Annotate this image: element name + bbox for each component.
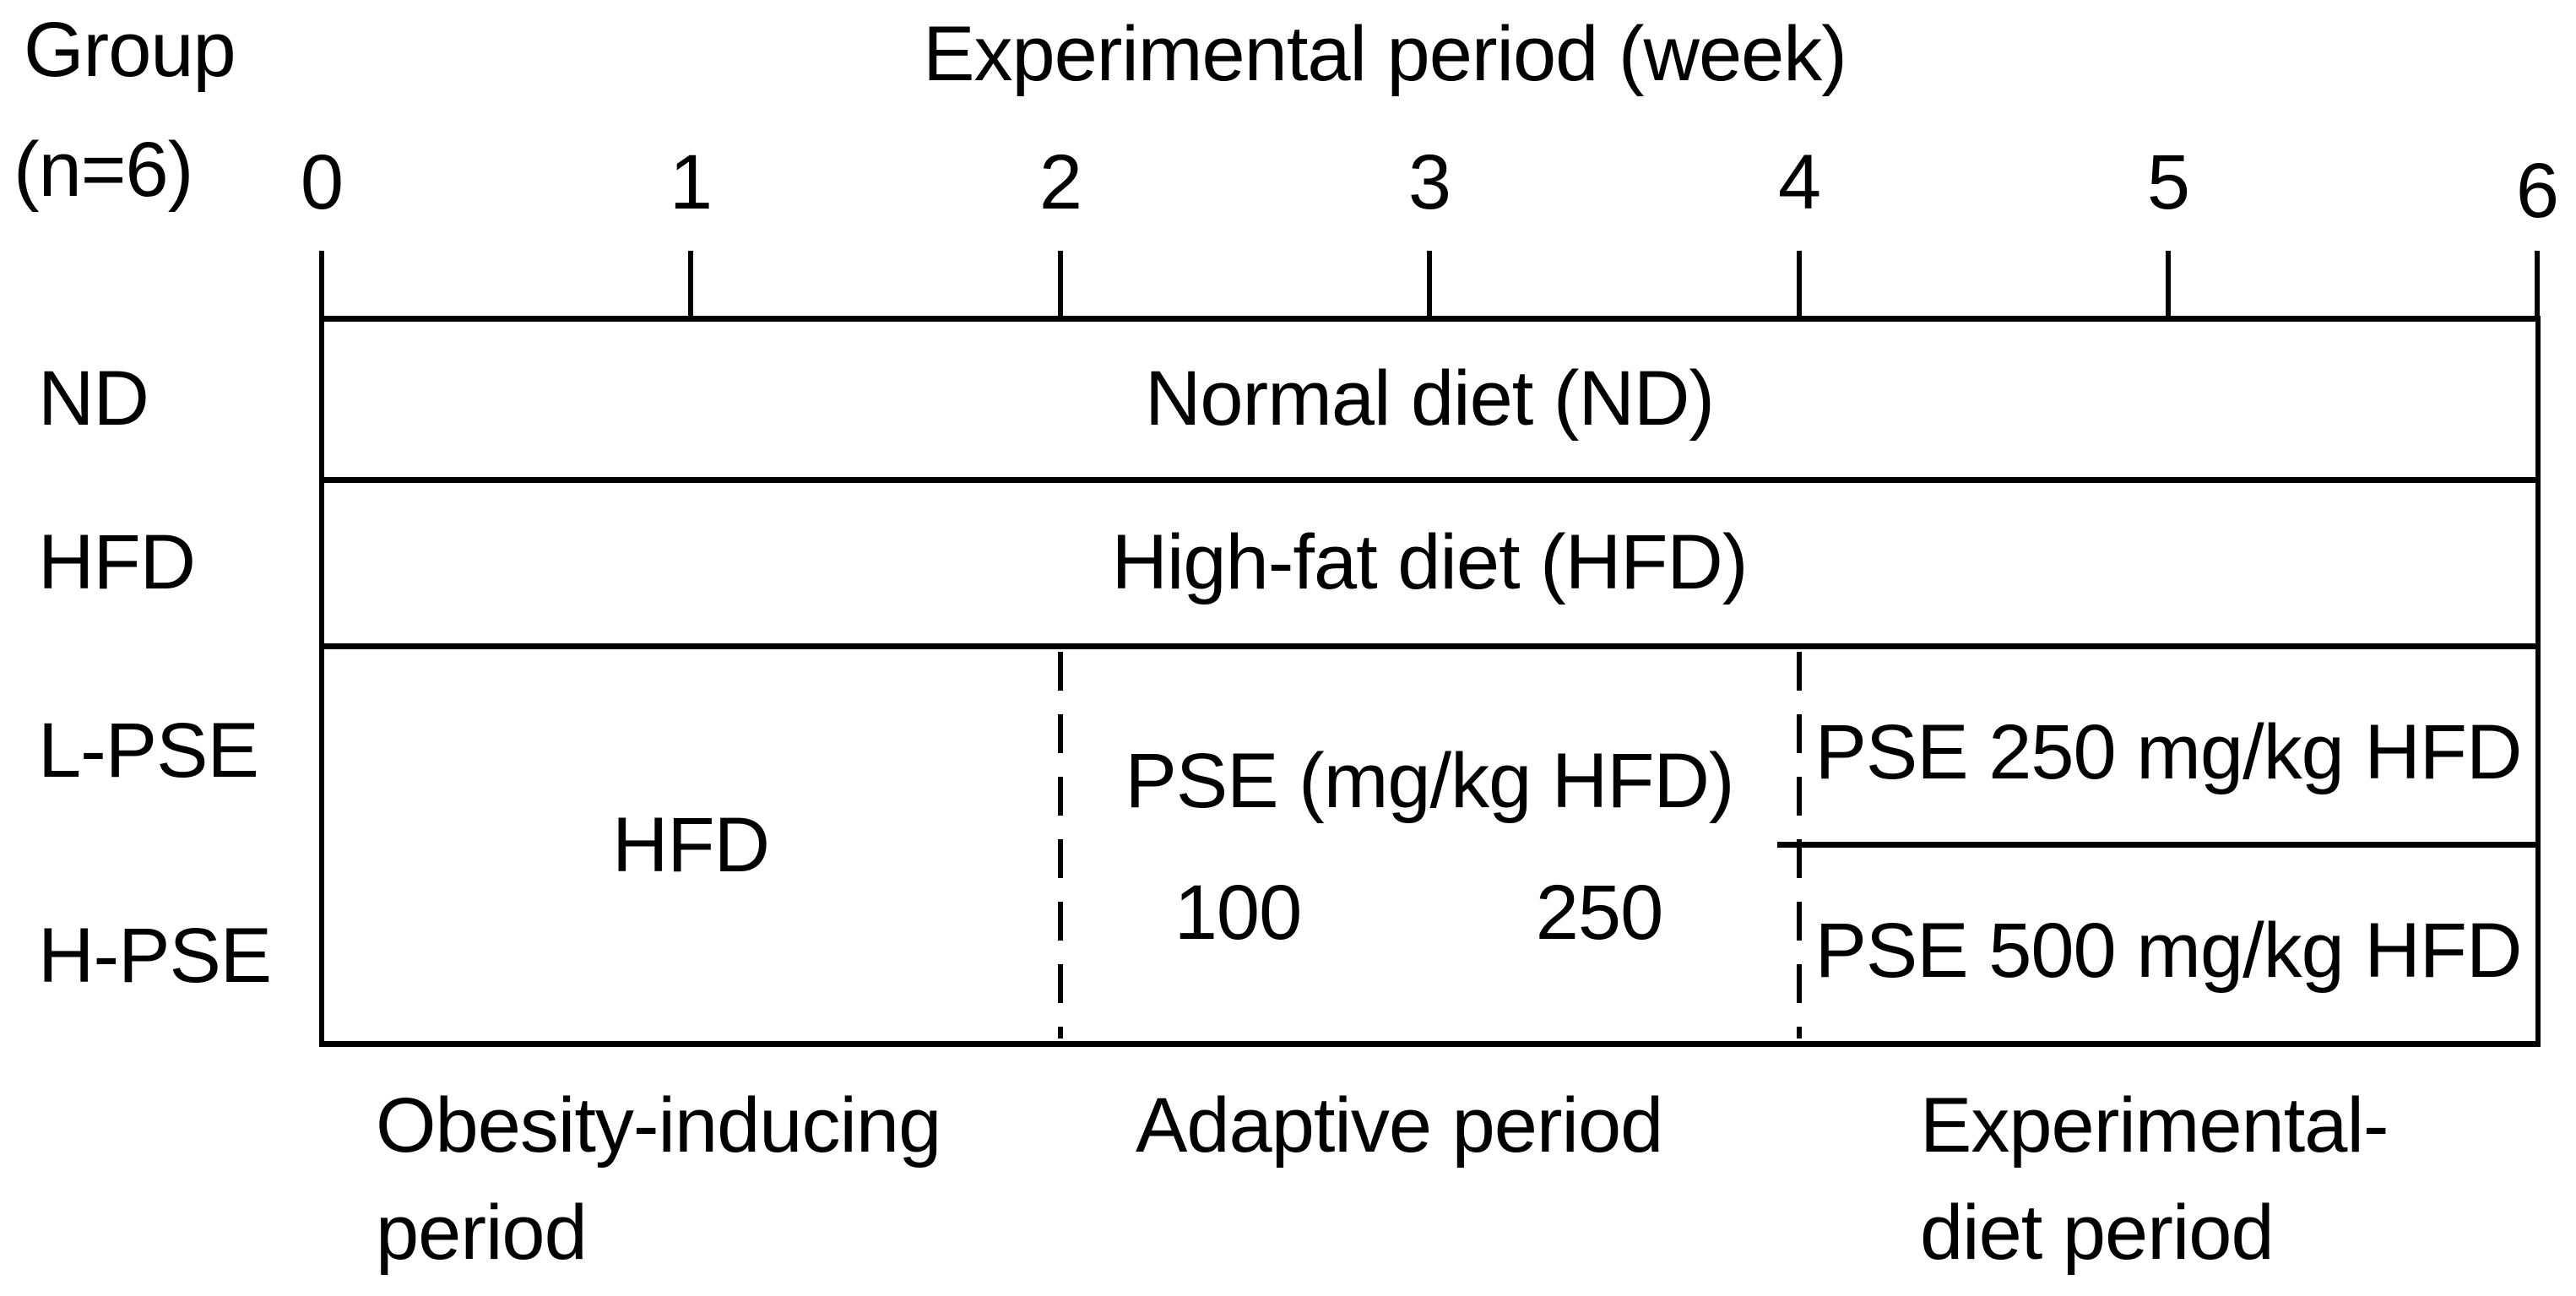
period-label-line: Experimental- — [1920, 1082, 2389, 1169]
week-tick-label-1: 1 — [669, 139, 713, 225]
period-label-experimental-diet: Experimental- diet period — [1920, 1072, 2389, 1287]
tick-mark-week4 — [1797, 251, 1802, 318]
hfd-pse-divider-line — [319, 643, 2541, 649]
group-count-label: (n=6) — [14, 127, 193, 213]
row-label-lpse: L-PSE — [38, 708, 259, 794]
lpse-hpse-divider-line — [1777, 842, 2541, 848]
nd-hfd-divider-line — [319, 477, 2541, 483]
left-border-line — [319, 316, 324, 1047]
lpse-experimental-diet-text: PSE 250 mg/kg HFD — [1814, 709, 2523, 795]
tick-mark-week6 — [2535, 251, 2540, 318]
row-label-nd: ND — [38, 355, 149, 442]
adaptive-dose-250-text: 250 — [1535, 870, 1663, 956]
obesity-phase-hfd-cell-text: HFD — [611, 802, 770, 888]
tick-mark-week0 — [319, 251, 324, 318]
right-border-line — [2535, 316, 2541, 1047]
bottom-border-line — [319, 1041, 2541, 1047]
tick-mark-week2 — [1058, 251, 1063, 318]
week-tick-label-4: 4 — [1777, 139, 1821, 225]
week-tick-label-0: 0 — [300, 139, 344, 225]
period-label-line: Adaptive period — [1136, 1082, 1663, 1169]
week-tick-label-6: 6 — [2515, 148, 2559, 234]
axis-title: Experimental period (week) — [923, 11, 1847, 97]
nd-diet-cell-text: Normal diet (ND) — [1144, 355, 1715, 442]
week-tick-label-2: 2 — [1039, 139, 1082, 225]
adaptive-dose-100-text: 100 — [1174, 870, 1302, 956]
period-label-obesity-inducing: Obesity-inducing period — [376, 1072, 941, 1287]
week-tick-label-5: 5 — [2146, 139, 2190, 225]
hpse-experimental-diet-text: PSE 500 mg/kg HFD — [1814, 908, 2523, 994]
adaptive-phase-title-text: PSE (mg/kg HFD) — [1125, 738, 1734, 824]
period-label-line: period — [376, 1190, 588, 1276]
period-label-line: Obesity-inducing — [376, 1082, 941, 1169]
axis-top-border-line — [319, 316, 2541, 322]
week4-dashed-separator — [1797, 652, 1802, 1038]
group-column-label: Group — [24, 7, 236, 93]
period-label-adaptive: Adaptive period — [1136, 1072, 1663, 1179]
tick-mark-week5 — [2166, 251, 2171, 318]
week-tick-label-3: 3 — [1407, 139, 1451, 225]
hfd-diet-cell-text: High-fat diet (HFD) — [1111, 519, 1749, 605]
row-label-hfd: HFD — [38, 519, 196, 605]
row-label-hpse: H-PSE — [38, 913, 272, 999]
period-label-line: diet period — [1920, 1190, 2275, 1276]
week2-dashed-separator — [1058, 652, 1063, 1038]
tick-mark-week3 — [1427, 251, 1432, 318]
tick-mark-week1 — [688, 251, 693, 318]
